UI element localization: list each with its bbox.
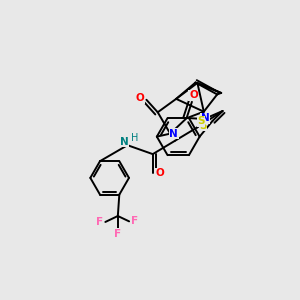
Text: H: H: [131, 133, 139, 143]
Text: N: N: [120, 136, 129, 147]
Text: N: N: [169, 129, 178, 139]
Text: O: O: [189, 90, 198, 100]
Text: O: O: [136, 93, 144, 103]
Text: S: S: [197, 116, 205, 126]
Text: F: F: [114, 229, 122, 239]
Text: S: S: [199, 121, 206, 130]
Text: F: F: [96, 217, 103, 227]
Text: F: F: [131, 216, 138, 226]
Text: N: N: [201, 113, 209, 124]
Text: O: O: [156, 168, 165, 178]
